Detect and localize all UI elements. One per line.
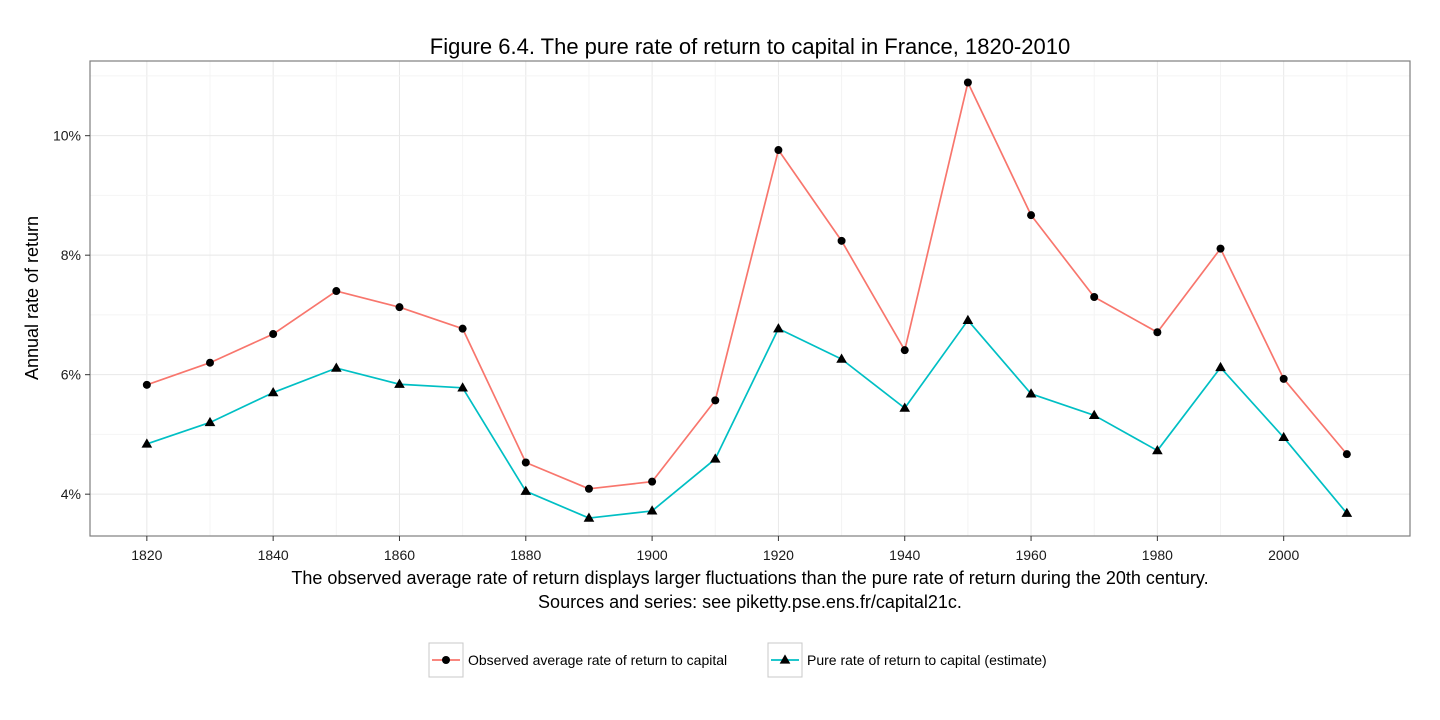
series-1-point bbox=[1027, 211, 1036, 220]
series-1-point bbox=[963, 78, 972, 87]
series-1-point bbox=[142, 380, 151, 389]
legend-item-2: Pure rate of return to capital (estimate… bbox=[767, 642, 1047, 678]
x-tick-label: 2000 bbox=[1268, 547, 1299, 563]
series-2-line bbox=[146, 319, 1348, 519]
legend-item-1: Observed average rate of return to capit… bbox=[428, 642, 727, 678]
x-tick-label: 1980 bbox=[1142, 547, 1173, 563]
series-2-point bbox=[646, 505, 658, 515]
series-2-point bbox=[267, 387, 279, 397]
x-tick-label: 1940 bbox=[889, 547, 920, 563]
series-1-point bbox=[395, 303, 404, 312]
series-1-point bbox=[711, 396, 720, 405]
y-axis: 4% 6% 8% 10% bbox=[53, 128, 90, 502]
x-axis: 1820 1840 1860 1880 1900 1920 1940 1960 1980 2000 bbox=[131, 536, 1299, 563]
series-1-point bbox=[1216, 244, 1225, 253]
caption-line-2: Sources and series: see piketty.pse.ens.… bbox=[538, 592, 962, 612]
chart-title: Figure 6.4. The pure rate of return to c… bbox=[430, 34, 1070, 59]
series-layer bbox=[141, 78, 1353, 522]
series-1-point bbox=[458, 324, 467, 333]
series-2-point bbox=[1341, 507, 1353, 517]
series-2-point bbox=[773, 323, 784, 333]
series-1-point bbox=[206, 358, 214, 367]
legend-label: Pure rate of return to capital (estimate… bbox=[807, 652, 1047, 668]
y-tick-label: 10% bbox=[53, 128, 81, 144]
series-1-point bbox=[648, 477, 657, 486]
series-2 bbox=[141, 314, 1353, 522]
series-1-line bbox=[146, 81, 1348, 490]
series-2-point bbox=[899, 402, 911, 412]
legend-label: Observed average rate of return to capit… bbox=[468, 652, 727, 668]
x-tick-label: 1860 bbox=[384, 547, 415, 563]
series-1-point bbox=[1342, 450, 1351, 459]
series-2-point bbox=[520, 485, 532, 495]
series-1-point bbox=[1153, 328, 1162, 337]
caption-line-1: The observed average rate of return disp… bbox=[291, 568, 1208, 588]
y-tick-label: 4% bbox=[61, 486, 81, 502]
series-2-point bbox=[709, 453, 721, 463]
series-2-point bbox=[836, 353, 847, 363]
series-2-point bbox=[962, 314, 974, 324]
x-tick-label: 1920 bbox=[763, 547, 794, 563]
series-2-point bbox=[1025, 388, 1037, 398]
series-2-point bbox=[330, 362, 342, 372]
series-1-point bbox=[1279, 374, 1288, 383]
x-tick-label: 1900 bbox=[637, 547, 668, 563]
legend: Observed average rate of return to capit… bbox=[428, 642, 1047, 678]
legend-key-marker bbox=[442, 656, 450, 664]
series-1-point bbox=[1090, 293, 1099, 302]
x-tick-label: 1820 bbox=[131, 547, 162, 563]
y-axis-title: Annual rate of return bbox=[22, 216, 42, 380]
series-1 bbox=[142, 78, 1351, 493]
series-2-point bbox=[204, 416, 216, 427]
series-2-point bbox=[394, 378, 405, 388]
series-2-point bbox=[1215, 361, 1226, 372]
series-2-point bbox=[1152, 444, 1163, 455]
series-2-point bbox=[583, 512, 595, 522]
series-2-point bbox=[141, 438, 153, 448]
x-tick-label: 1880 bbox=[510, 547, 541, 563]
series-1-point bbox=[269, 330, 278, 339]
series-1-point bbox=[521, 458, 530, 467]
y-tick-label: 6% bbox=[61, 367, 81, 383]
legend-key-marker bbox=[779, 654, 791, 664]
series-1-point bbox=[900, 346, 909, 355]
series-2-point bbox=[1088, 409, 1100, 419]
series-1-point bbox=[332, 287, 341, 296]
x-tick-label: 1840 bbox=[258, 547, 289, 563]
series-1-point bbox=[774, 146, 783, 155]
x-tick-label: 1960 bbox=[1015, 547, 1046, 563]
series-2-point bbox=[1278, 431, 1290, 442]
series-2-point bbox=[457, 382, 468, 392]
grid bbox=[90, 61, 1411, 536]
series-1-point bbox=[837, 236, 846, 245]
panel-border bbox=[89, 60, 1411, 537]
y-tick-label: 8% bbox=[61, 247, 81, 263]
series-1-point bbox=[584, 484, 593, 493]
